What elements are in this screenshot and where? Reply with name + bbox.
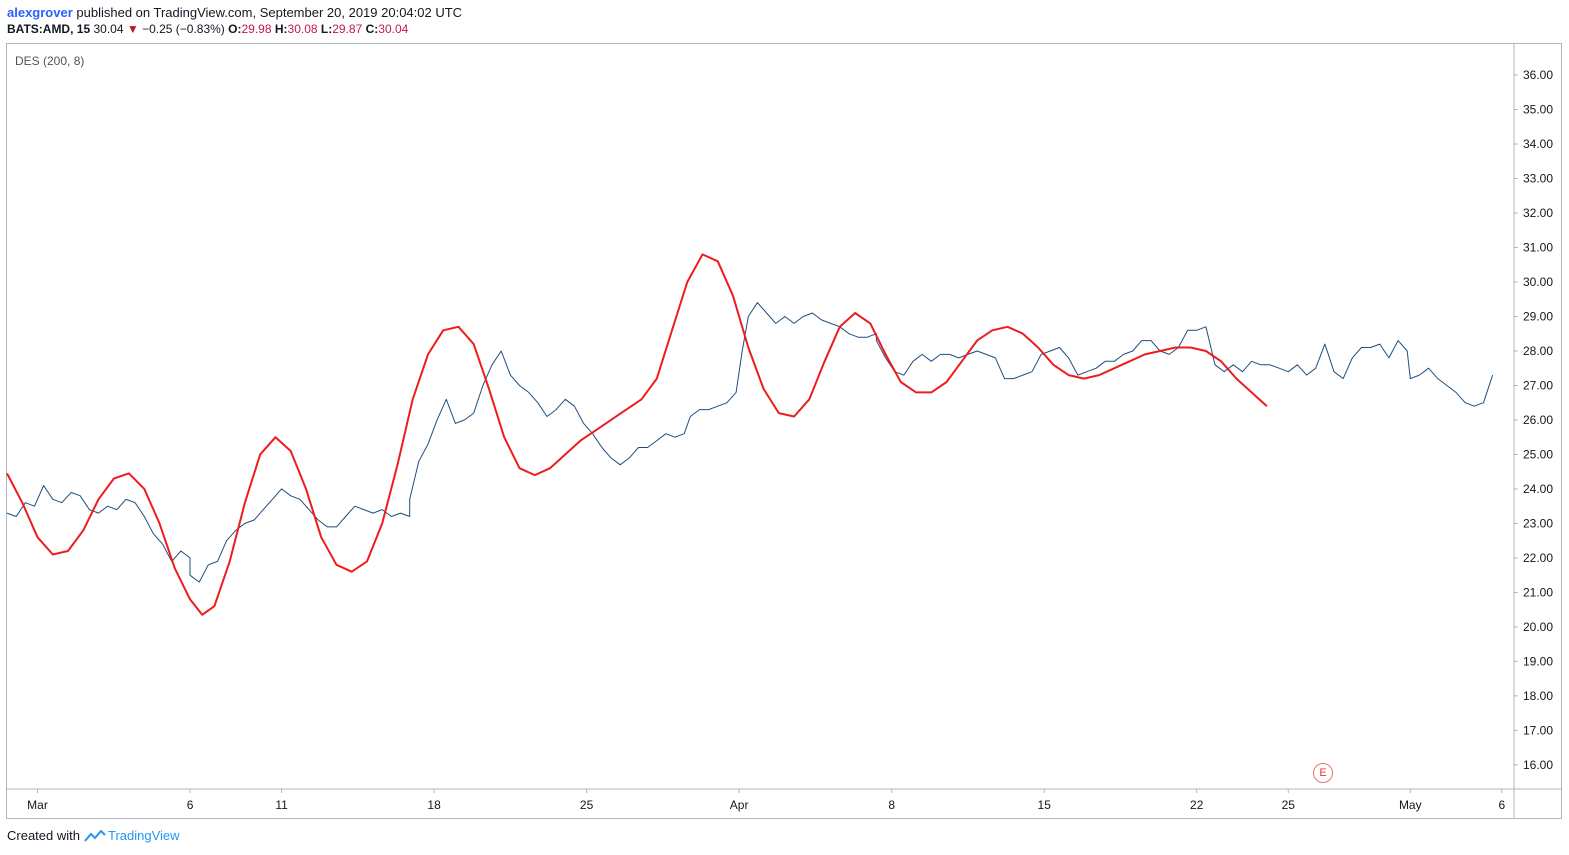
indicator-label[interactable]: DES (200, 8) bbox=[15, 54, 85, 68]
x-tick-label: 11 bbox=[275, 798, 288, 812]
x-tick-label: Apr bbox=[730, 798, 749, 812]
price-change: −0.25 (−0.83%) bbox=[142, 22, 225, 36]
last-price: 30.04 bbox=[93, 22, 124, 36]
y-tick-label: 17.00 bbox=[1523, 723, 1553, 737]
author-link[interactable]: alexgrover bbox=[7, 5, 73, 20]
high-label: H: bbox=[274, 22, 288, 36]
footer: Created with TradingView bbox=[7, 828, 180, 843]
y-tick-label: 29.00 bbox=[1523, 309, 1553, 323]
x-tick-label: 22 bbox=[1190, 798, 1204, 812]
y-tick-label: 22.00 bbox=[1523, 551, 1553, 565]
close-value: 30.04 bbox=[378, 22, 409, 36]
low-label: L: bbox=[320, 22, 333, 36]
x-tick-label: May bbox=[1399, 798, 1422, 812]
x-tick-label: 25 bbox=[1282, 798, 1296, 812]
y-tick-label: 20.00 bbox=[1523, 620, 1553, 634]
close-label: C: bbox=[365, 22, 379, 36]
y-tick-label: 23.00 bbox=[1523, 516, 1553, 530]
chart-frame[interactable] bbox=[6, 43, 1562, 819]
y-tick-label: 36.00 bbox=[1523, 68, 1553, 82]
x-tick-label: Mar bbox=[27, 798, 48, 812]
created-with-text: Created with bbox=[7, 828, 80, 843]
price-series-line[interactable] bbox=[6, 302, 1494, 583]
symbol-label: BATS:AMD, 15 bbox=[7, 22, 91, 36]
y-tick-label: 16.00 bbox=[1523, 758, 1553, 772]
brand-label: TradingView bbox=[107, 828, 180, 843]
open-value: 29.98 bbox=[241, 22, 272, 36]
earnings-marker[interactable]: E bbox=[1313, 763, 1333, 783]
y-tick-label: 25.00 bbox=[1523, 447, 1553, 461]
y-tick-label: 28.00 bbox=[1523, 344, 1553, 358]
y-tick-label: 21.00 bbox=[1523, 585, 1553, 599]
x-tick-label: 8 bbox=[888, 798, 895, 812]
y-tick-label: 33.00 bbox=[1523, 172, 1553, 186]
x-tick-label: 6 bbox=[1498, 798, 1505, 812]
y-tick-label: 30.00 bbox=[1523, 275, 1553, 289]
tradingview-brand[interactable]: TradingView bbox=[84, 828, 180, 843]
plot-area[interactable] bbox=[6, 253, 1494, 616]
open-label: O: bbox=[228, 22, 242, 36]
high-value: 30.08 bbox=[287, 22, 318, 36]
x-tick-label: 15 bbox=[1038, 798, 1052, 812]
low-value: 29.87 bbox=[332, 22, 363, 36]
y-tick-label: 35.00 bbox=[1523, 103, 1553, 117]
y-tick-label: 34.00 bbox=[1523, 137, 1553, 151]
published-text: published on TradingView.com, September … bbox=[76, 5, 463, 20]
tradingview-logo-icon bbox=[84, 829, 106, 842]
ohlc-legend: BATS:AMD, 15 30.04 ▼ −0.25 (−0.83%) O:29… bbox=[7, 22, 408, 36]
publish-info: alexgrover published on TradingView.com,… bbox=[7, 5, 462, 20]
y-tick-label: 18.00 bbox=[1523, 689, 1553, 703]
y-tick-label: 27.00 bbox=[1523, 378, 1553, 392]
y-tick-label: 26.00 bbox=[1523, 413, 1553, 427]
x-tick-label: 25 bbox=[580, 798, 594, 812]
axes: 16.00 17.00 18.00 19.00 20.00 21.00 22.00 23.00… bbox=[7, 44, 1561, 818]
y-tick-label: 31.00 bbox=[1523, 240, 1553, 254]
y-tick-label: 19.00 bbox=[1523, 654, 1553, 668]
x-tick-label: 6 bbox=[187, 798, 194, 812]
des-series-line[interactable] bbox=[6, 253, 1268, 616]
x-tick-label: 18 bbox=[427, 798, 441, 812]
y-tick-label: 24.00 bbox=[1523, 482, 1553, 496]
y-tick-label: 32.00 bbox=[1523, 206, 1553, 220]
down-arrow-icon: ▼ bbox=[126, 22, 139, 36]
